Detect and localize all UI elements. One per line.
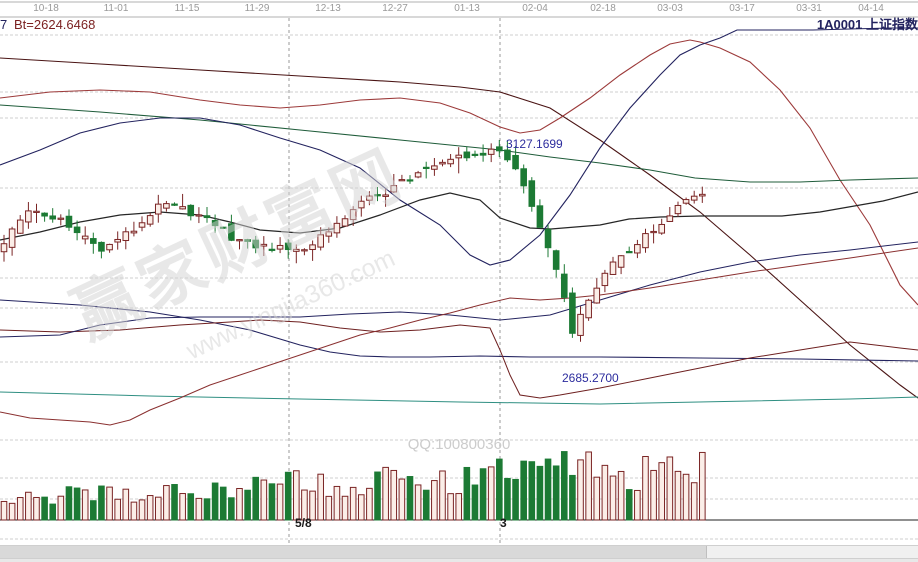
svg-text:03-17: 03-17 bbox=[729, 3, 755, 14]
svg-text:QQ:100800360: QQ:100800360 bbox=[408, 436, 511, 453]
svg-text:11-01: 11-01 bbox=[104, 3, 129, 14]
svg-text:11-29: 11-29 bbox=[245, 3, 270, 14]
svg-text:3: 3 bbox=[500, 516, 507, 530]
svg-text:3127.1699: 3127.1699 bbox=[506, 137, 563, 151]
svg-text:02-18: 02-18 bbox=[590, 3, 616, 14]
svg-text:10-18: 10-18 bbox=[33, 3, 59, 14]
svg-text:12-27: 12-27 bbox=[382, 3, 408, 14]
svg-text:04-14: 04-14 bbox=[858, 3, 884, 14]
svg-text:7: 7 bbox=[0, 17, 7, 32]
svg-text:11-15: 11-15 bbox=[175, 3, 200, 14]
svg-text:03-03: 03-03 bbox=[657, 3, 683, 14]
svg-text:5/8: 5/8 bbox=[295, 516, 312, 530]
svg-text:2685.2700: 2685.2700 bbox=[562, 371, 619, 385]
svg-text:03-31: 03-31 bbox=[796, 3, 822, 14]
svg-text:02-04: 02-04 bbox=[522, 3, 548, 14]
svg-text:1A0001 上证指数: 1A0001 上证指数 bbox=[817, 17, 918, 32]
svg-text:Bt=2624.6468: Bt=2624.6468 bbox=[14, 17, 95, 32]
svg-text:12-13: 12-13 bbox=[315, 3, 341, 14]
svg-text:01-13: 01-13 bbox=[454, 3, 480, 14]
